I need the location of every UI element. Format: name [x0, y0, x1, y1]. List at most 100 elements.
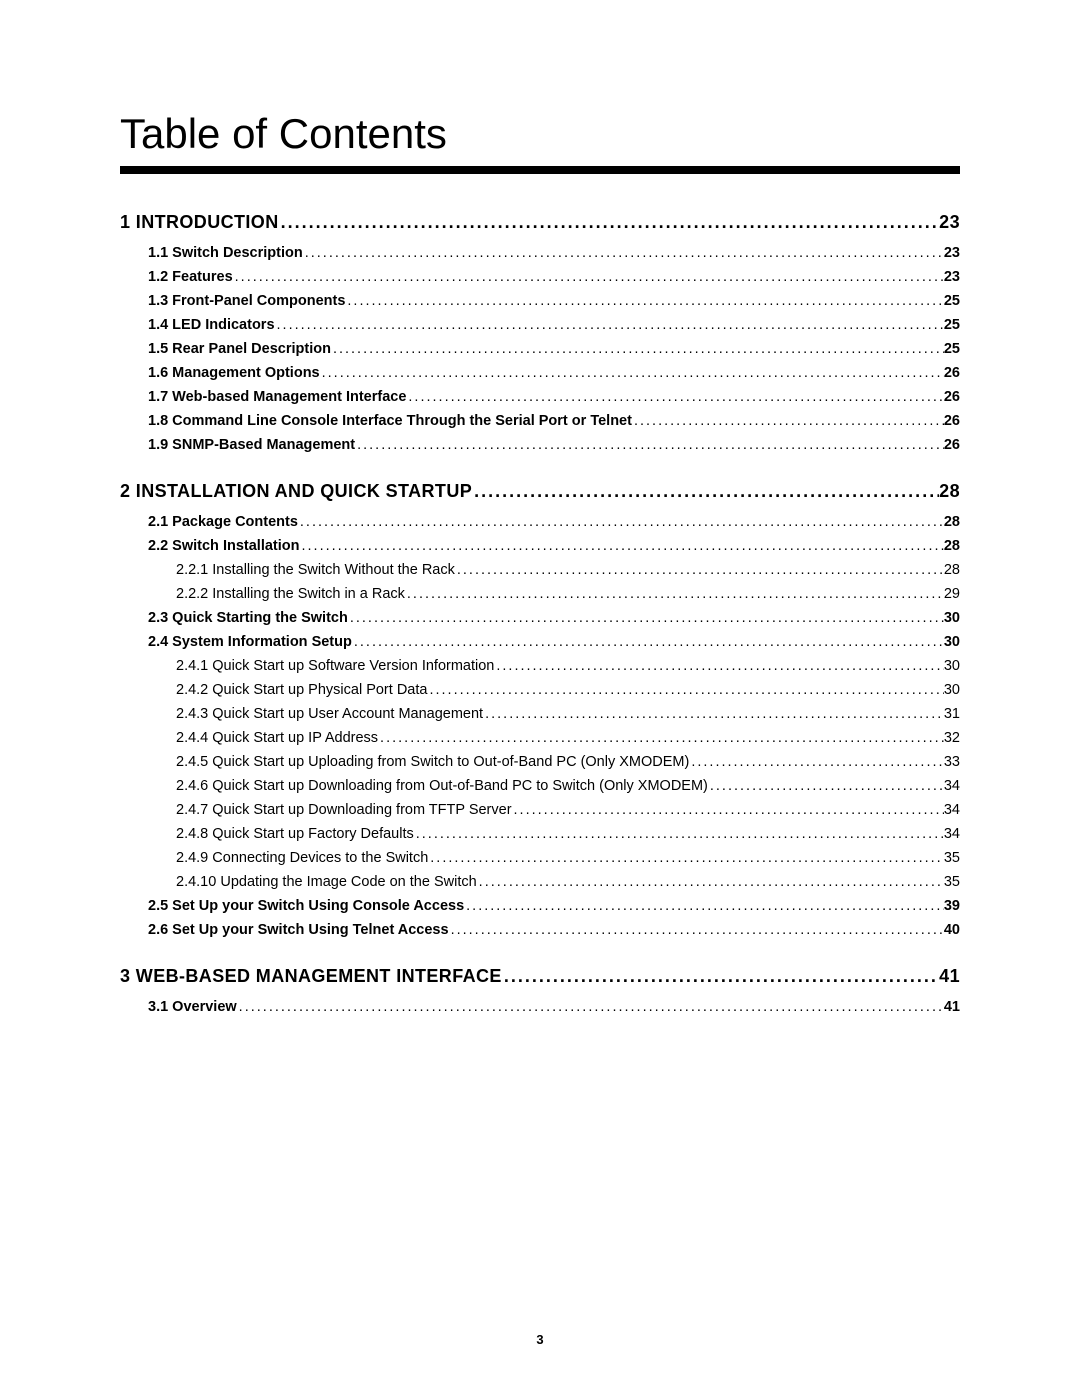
toc-entry-page: 23 [944, 245, 960, 261]
toc-entry-leader: ........................................… [275, 317, 944, 333]
toc-entry-label: 1.4 LED Indicators [148, 317, 275, 333]
toc-entry-label: 3 WEB-BASED MANAGEMENT INTERFACE [120, 966, 502, 987]
toc-entry-leader: ........................................… [449, 922, 944, 938]
toc-entry-leader: ........................................… [299, 538, 943, 554]
toc-entry: 2.4.2 Quick Start up Physical Port Data.… [120, 682, 960, 698]
toc-entry-leader: ........................................… [405, 586, 944, 602]
toc-entry-label: 2.4.7 Quick Start up Downloading from TF… [176, 802, 512, 818]
toc-entry-label: 3.1 Overview [148, 999, 237, 1015]
toc-entry-page: 30 [944, 634, 960, 650]
toc-entry-leader: ........................................… [512, 802, 944, 818]
toc-entry-leader: ........................................… [378, 730, 944, 746]
toc-entry: 1.8 Command Line Console Interface Throu… [120, 413, 960, 429]
toc-entry-page: 34 [944, 802, 960, 818]
toc-entry: 2.4 System Information Setup............… [120, 634, 960, 650]
table-of-contents: 1 INTRODUCTION..........................… [120, 212, 960, 1015]
toc-entry-page: 39 [944, 898, 960, 914]
toc-entry: 2.5 Set Up your Switch Using Console Acc… [120, 898, 960, 914]
toc-entry-page: 35 [944, 850, 960, 866]
toc-entry-page: 26 [944, 365, 960, 381]
toc-entry-leader: ........................................… [502, 966, 939, 987]
toc-entry-leader: ........................................… [298, 514, 944, 530]
toc-entry-leader: ........................................… [483, 706, 944, 722]
toc-entry-page: 34 [944, 778, 960, 794]
toc-entry-leader: ........................................… [355, 437, 944, 453]
toc-entry: 1.3 Front-Panel Components..............… [120, 293, 960, 309]
toc-entry-leader: ........................................… [428, 850, 944, 866]
toc-entry: 2 INSTALLATION AND QUICK STARTUP........… [120, 481, 960, 502]
toc-entry-label: 2.4 System Information Setup [148, 634, 352, 650]
toc-entry: 1.2 Features............................… [120, 269, 960, 285]
toc-entry-label: 2.4.1 Quick Start up Software Version In… [176, 658, 494, 674]
toc-entry-label: 1.2 Features [148, 269, 233, 285]
toc-entry-leader: ........................................… [406, 389, 943, 405]
toc-entry-label: 1.8 Command Line Console Interface Throu… [148, 413, 632, 429]
toc-entry: 2.4.5 Quick Start up Uploading from Swit… [120, 754, 960, 770]
toc-entry-label: 2.4.8 Quick Start up Factory Defaults [176, 826, 414, 842]
toc-entry-label: 2.4.3 Quick Start up User Account Manage… [176, 706, 483, 722]
toc-entry-leader: ........................................… [477, 874, 944, 890]
toc-entry-label: 2.5 Set Up your Switch Using Console Acc… [148, 898, 464, 914]
toc-entry-label: 2.1 Package Contents [148, 514, 298, 530]
toc-entry: 2.4.10 Updating the Image Code on the Sw… [120, 874, 960, 890]
toc-entry-page: 30 [944, 658, 960, 674]
toc-entry-page: 28 [944, 514, 960, 530]
toc-entry-label: 1 INTRODUCTION [120, 212, 279, 233]
toc-entry: 2.1 Package Contents....................… [120, 514, 960, 530]
toc-entry-label: 2.2 Switch Installation [148, 538, 299, 554]
toc-entry-label: 2.3 Quick Starting the Switch [148, 610, 348, 626]
toc-entry-label: 1.3 Front-Panel Components [148, 293, 345, 309]
toc-entry-leader: ........................................… [320, 365, 944, 381]
document-page: Table of Contents 1 INTRODUCTION........… [0, 0, 1080, 1397]
toc-entry-leader: ........................................… [689, 754, 944, 770]
toc-entry: 2.4.1 Quick Start up Software Version In… [120, 658, 960, 674]
toc-entry-leader: ........................................… [427, 682, 943, 698]
toc-entry: 2.4.3 Quick Start up User Account Manage… [120, 706, 960, 722]
toc-entry-label: 1.7 Web-based Management Interface [148, 389, 406, 405]
toc-entry-leader: ........................................… [331, 341, 944, 357]
toc-entry: 1.9 SNMP-Based Management...............… [120, 437, 960, 453]
toc-entry-leader: ........................................… [414, 826, 944, 842]
toc-entry-leader: ........................................… [708, 778, 944, 794]
toc-entry-page: 32 [944, 730, 960, 746]
toc-entry-page: 41 [944, 999, 960, 1015]
toc-entry-leader: ........................................… [632, 413, 944, 429]
toc-entry-leader: ........................................… [348, 610, 944, 626]
toc-entry-leader: ........................................… [464, 898, 944, 914]
toc-entry-label: 2.4.6 Quick Start up Downloading from Ou… [176, 778, 708, 794]
toc-entry: 2.2.2 Installing the Switch in a Rack...… [120, 586, 960, 602]
toc-entry-page: 33 [944, 754, 960, 770]
toc-entry-page: 25 [944, 317, 960, 333]
toc-entry-page: 28 [939, 481, 960, 502]
toc-entry-label: 2 INSTALLATION AND QUICK STARTUP [120, 481, 472, 502]
toc-entry: 2.3 Quick Starting the Switch...........… [120, 610, 960, 626]
toc-entry-label: 2.4.10 Updating the Image Code on the Sw… [176, 874, 477, 890]
toc-entry-page: 34 [944, 826, 960, 842]
toc-entry-page: 40 [944, 922, 960, 938]
toc-entry-leader: ........................................… [345, 293, 943, 309]
toc-entry-page: 30 [944, 682, 960, 698]
toc-entry: 3 WEB-BASED MANAGEMENT INTERFACE........… [120, 966, 960, 987]
toc-entry-label: 1.6 Management Options [148, 365, 320, 381]
toc-entry: 2.4.8 Quick Start up Factory Defaults...… [120, 826, 960, 842]
toc-entry: 2.4.7 Quick Start up Downloading from TF… [120, 802, 960, 818]
toc-entry-page: 26 [944, 437, 960, 453]
toc-entry-label: 1.5 Rear Panel Description [148, 341, 331, 357]
toc-entry-label: 1.1 Switch Description [148, 245, 303, 261]
toc-entry-leader: ........................................… [237, 999, 944, 1015]
toc-entry-label: 2.4.9 Connecting Devices to the Switch [176, 850, 428, 866]
toc-entry-leader: ........................................… [279, 212, 940, 233]
toc-entry: 2.4.9 Connecting Devices to the Switch..… [120, 850, 960, 866]
toc-entry-leader: ........................................… [472, 481, 939, 502]
toc-entry: 1.4 LED Indicators......................… [120, 317, 960, 333]
toc-entry-label: 2.2.1 Installing the Switch Without the … [176, 562, 455, 578]
toc-entry-page: 29 [944, 586, 960, 602]
toc-entry-leader: ........................................… [494, 658, 944, 674]
toc-entry-label: 2.6 Set Up your Switch Using Telnet Acce… [148, 922, 449, 938]
toc-entry-page: 25 [944, 341, 960, 357]
toc-entry-page: 23 [939, 212, 960, 233]
toc-entry: 1.6 Management Options..................… [120, 365, 960, 381]
toc-entry-page: 31 [944, 706, 960, 722]
toc-entry-page: 26 [944, 389, 960, 405]
toc-entry-page: 23 [944, 269, 960, 285]
